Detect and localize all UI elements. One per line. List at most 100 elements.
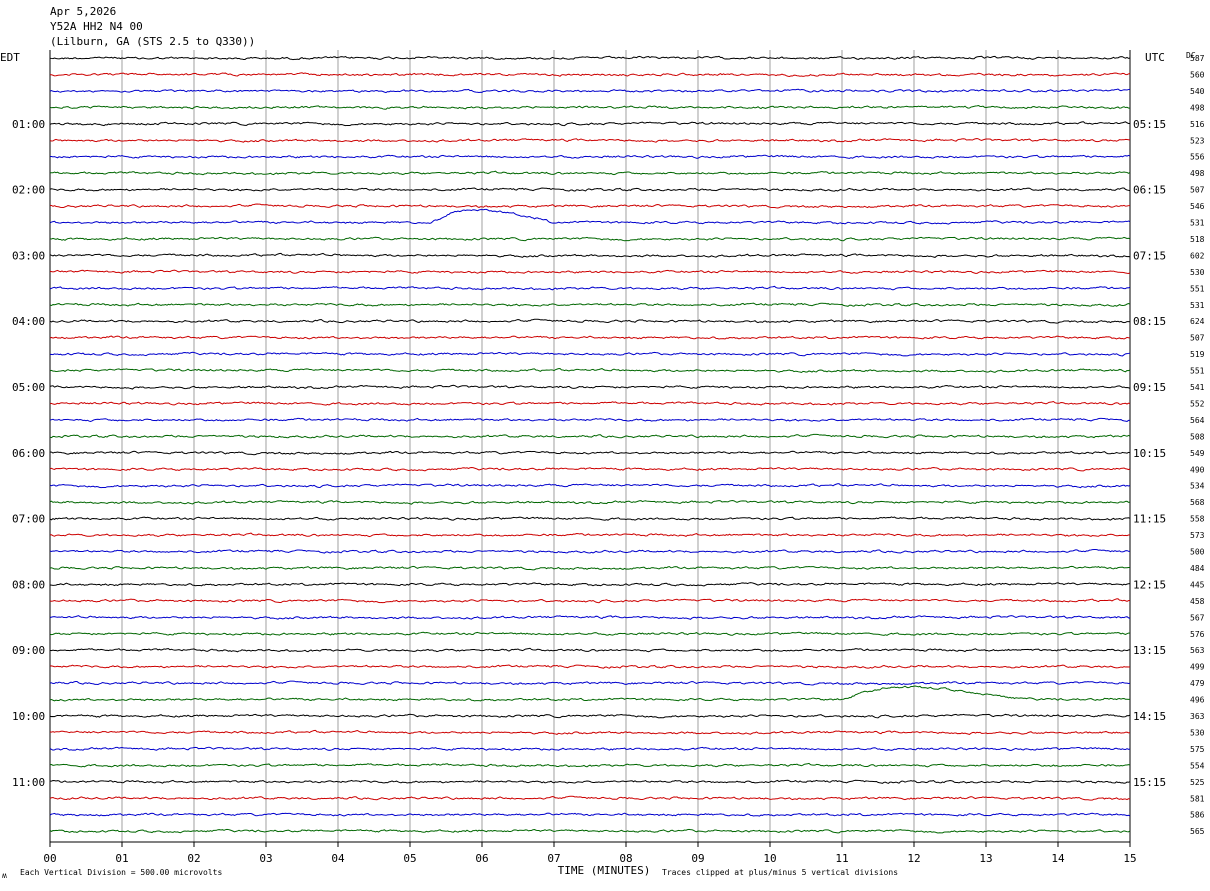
dc-value-label: 560 (1190, 70, 1205, 79)
dc-header-label: DC (1186, 51, 1196, 60)
x-tick-label: 03 (259, 852, 272, 865)
left-hour-label: 04:00 (12, 315, 45, 328)
dc-value-label: 507 (1190, 186, 1205, 195)
dc-value-label: 546 (1190, 202, 1205, 211)
dc-value-label: 581 (1190, 794, 1205, 803)
trace-line-30 (49, 549, 1131, 554)
left-hour-label: 03:00 (12, 249, 45, 262)
corner-mark: ʍ (2, 871, 7, 880)
dc-value-label: 500 (1190, 548, 1205, 557)
trace-line-4 (49, 121, 1131, 127)
dc-value-label: 530 (1190, 268, 1205, 277)
x-axis-title: TIME (MINUTES) (558, 864, 651, 877)
dc-value-label: 445 (1190, 580, 1205, 589)
dc-value-label: 363 (1190, 712, 1205, 721)
dc-value-label: 624 (1190, 317, 1205, 326)
x-tick-label: 11 (835, 852, 848, 865)
trace-line-17 (49, 335, 1131, 340)
trace-line-21 (49, 400, 1131, 406)
trace-line-40 (49, 713, 1131, 719)
dc-value-label: 551 (1190, 284, 1205, 293)
trace-line-44 (49, 779, 1131, 784)
dc-value-label: 576 (1190, 630, 1205, 639)
left-hour-label: 09:00 (12, 644, 45, 657)
trace-line-29 (49, 532, 1131, 538)
dc-value-label: 554 (1190, 761, 1205, 770)
dc-value-label: 573 (1190, 531, 1205, 540)
trace-line-34 (49, 615, 1131, 620)
dc-value-label: 523 (1190, 136, 1205, 145)
trace-line-8 (49, 187, 1131, 192)
dc-value-label: 490 (1190, 465, 1205, 474)
dc-value-label: 525 (1190, 778, 1205, 787)
trace-line-38 (49, 680, 1131, 686)
trace-line-3 (49, 105, 1131, 110)
right-hour-label: 10:15 (1133, 447, 1166, 460)
x-tick-label: 15 (1123, 852, 1136, 865)
dc-value-label: 518 (1190, 235, 1205, 244)
dc-value-label: 531 (1190, 219, 1205, 228)
trace-line-36 (49, 647, 1131, 653)
x-tick-label: 02 (187, 852, 200, 865)
trace-line-45 (49, 795, 1131, 801)
dc-offset-labels: 587 560 540 498 516 523 556 498 507 546 531 518 602 5… (1190, 54, 1205, 836)
trace-line-27 (49, 499, 1131, 505)
trace-line-43 (49, 762, 1131, 768)
trace-line-7 (49, 170, 1131, 176)
trace-line-15 (49, 302, 1131, 307)
left-hour-label: 01:00 (12, 118, 45, 131)
dc-value-label: 568 (1190, 498, 1205, 507)
x-tick-label: 07 (547, 852, 560, 865)
trace-line-19 (49, 367, 1131, 374)
x-tick-label: 01 (115, 852, 128, 865)
dc-value-label: 575 (1190, 745, 1205, 754)
trace-line-41 (49, 729, 1131, 736)
dc-value-label: 602 (1190, 251, 1205, 260)
trace-line-18 (49, 351, 1131, 357)
trace-line-39 (49, 685, 1131, 702)
trace-line-11 (49, 236, 1131, 242)
right-hour-label: 06:15 (1133, 184, 1166, 197)
trace-line-20 (49, 384, 1131, 390)
x-tick-label: 10 (763, 852, 776, 865)
x-tick-label: 09 (691, 852, 704, 865)
x-tick-label: 04 (331, 852, 345, 865)
trace-line-12 (49, 252, 1131, 258)
trace-line-14 (49, 285, 1131, 291)
dc-value-label: 534 (1190, 482, 1205, 491)
trace-line-22 (49, 417, 1131, 422)
x-tick-label: 00 (43, 852, 56, 865)
dc-value-label: 567 (1190, 613, 1205, 622)
trace-line-23 (49, 433, 1131, 439)
dc-value-label: 552 (1190, 399, 1205, 408)
trace-line-33 (49, 598, 1131, 604)
dc-value-label: 565 (1190, 827, 1205, 836)
x-tick-label: 14 (1051, 852, 1065, 865)
trace-line-9 (49, 203, 1131, 209)
right-hour-label: 13:15 (1133, 644, 1166, 657)
trace-line-28 (49, 516, 1131, 521)
left-hour-label: 05:00 (12, 381, 45, 394)
trace-line-16 (49, 318, 1131, 324)
trace-line-25 (49, 466, 1131, 472)
x-tick-label: 05 (403, 852, 416, 865)
dc-value-label: 541 (1190, 383, 1205, 392)
date-label: Apr 5,2026 (50, 5, 116, 18)
trace-line-31 (49, 565, 1131, 571)
right-timezone-label: UTC (1145, 51, 1165, 64)
right-hour-label: 15:15 (1133, 776, 1166, 789)
dc-value-label: 563 (1190, 646, 1205, 655)
hour-labels: 01:00 02:00 03:00 04:00 05:00 06:00 07:00 08:00… (12, 118, 1166, 789)
dc-value-label: 531 (1190, 301, 1205, 310)
left-hour-label: 02:00 (12, 184, 45, 197)
trace-line-5 (49, 138, 1131, 143)
right-hour-label: 07:15 (1133, 249, 1166, 262)
dc-value-label: 458 (1190, 597, 1205, 606)
trace-line-46 (49, 812, 1131, 817)
location-label: (Lilburn, GA (STS 2.5 to Q330)) (50, 35, 255, 48)
x-tick-label: 12 (907, 852, 920, 865)
dc-value-label: 508 (1190, 432, 1205, 441)
dc-value-label: 549 (1190, 449, 1205, 458)
